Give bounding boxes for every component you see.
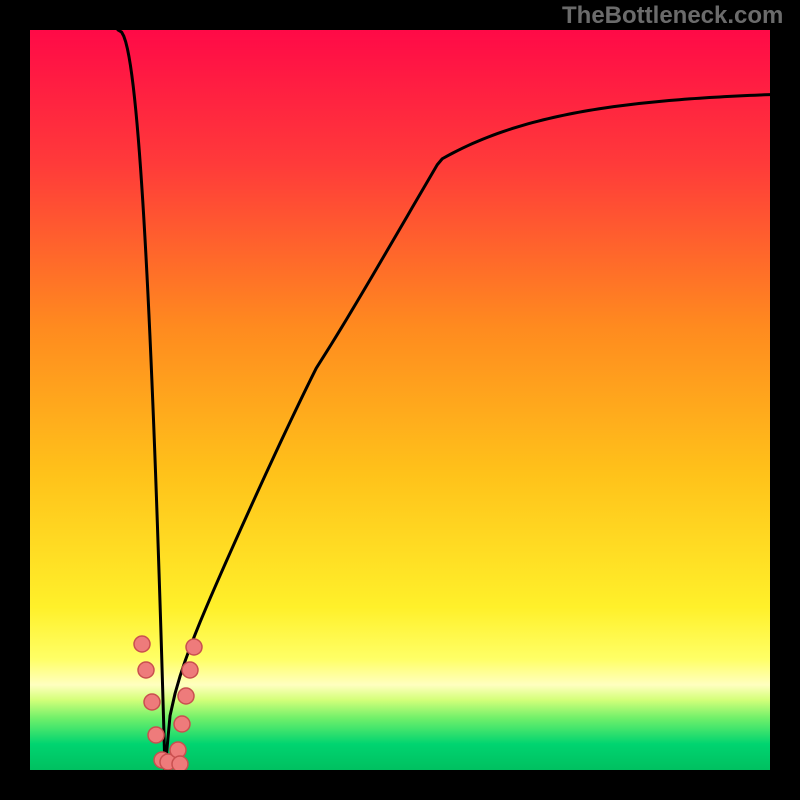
watermark-text: TheBottleneck.com [562,2,783,30]
data-marker [182,662,198,678]
plot-area [30,30,770,770]
data-marker [134,636,150,652]
data-marker [172,756,188,770]
gradient-background [30,30,770,770]
data-marker [138,662,154,678]
data-marker [186,639,202,655]
data-marker [148,727,164,743]
data-marker [144,694,160,710]
data-marker [174,716,190,732]
plot-svg [30,30,770,770]
data-marker [178,688,194,704]
